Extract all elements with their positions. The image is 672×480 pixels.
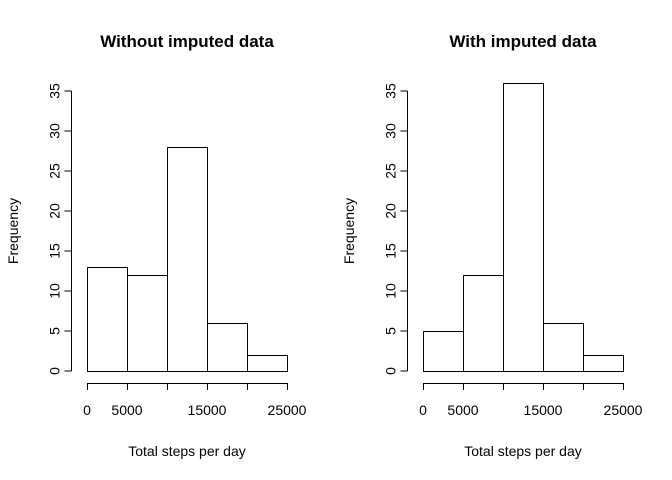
x-tick-label: 25000 — [268, 402, 307, 418]
y-tick-label: 30 — [382, 123, 398, 139]
y-tick-label: 10 — [382, 283, 398, 299]
x-tick-label: 15000 — [524, 402, 563, 418]
y-tick-label: 35 — [382, 83, 398, 99]
y-tick-label: 0 — [382, 367, 398, 375]
y-tick-label: 25 — [382, 163, 398, 179]
y-tick-label: 15 — [382, 243, 398, 259]
y-tick-label: 20 — [382, 203, 398, 219]
x-tick-label: 5000 — [447, 402, 478, 418]
y-tick-label: 30 — [46, 123, 62, 139]
chart-title: With imputed data — [449, 32, 597, 51]
histogram-bar — [207, 323, 248, 372]
histogram-bar — [127, 275, 168, 372]
y-tick-label: 35 — [46, 83, 62, 99]
histogram-bar — [87, 267, 128, 372]
y-tick-label: 20 — [46, 203, 62, 219]
y-tick-label: 5 — [382, 327, 398, 335]
x-tick-label: 15000 — [188, 402, 227, 418]
x-tick-label: 0 — [419, 402, 427, 418]
chart-title: Without imputed data — [100, 32, 274, 51]
histogram-panel-with-imputed: With imputed data Total steps per day Fr… — [341, 32, 643, 459]
y-axis-label: Frequency — [341, 198, 357, 264]
x-tick-label: 0 — [83, 402, 91, 418]
y-tick-label: 0 — [46, 367, 62, 375]
histogram-bar — [423, 331, 464, 372]
y-tick-label: 25 — [46, 163, 62, 179]
y-tick-label: 10 — [46, 283, 62, 299]
x-axis-label: Total steps per day — [128, 443, 246, 459]
histogram-bar — [247, 355, 288, 372]
y-axis-label: Frequency — [5, 198, 21, 264]
histogram-bar — [503, 83, 544, 372]
y-tick-label: 15 — [46, 243, 62, 259]
histogram-bar — [167, 147, 208, 372]
histogram-panel-without-imputed: Without imputed data Total steps per day… — [5, 32, 307, 459]
x-tick-label: 25000 — [604, 402, 643, 418]
histogram-bar — [543, 323, 584, 372]
histogram-bar — [583, 355, 624, 372]
x-axis-label: Total steps per day — [464, 443, 582, 459]
histogram-bar — [463, 275, 504, 372]
x-tick-label: 5000 — [111, 402, 142, 418]
y-tick-label: 5 — [46, 327, 62, 335]
